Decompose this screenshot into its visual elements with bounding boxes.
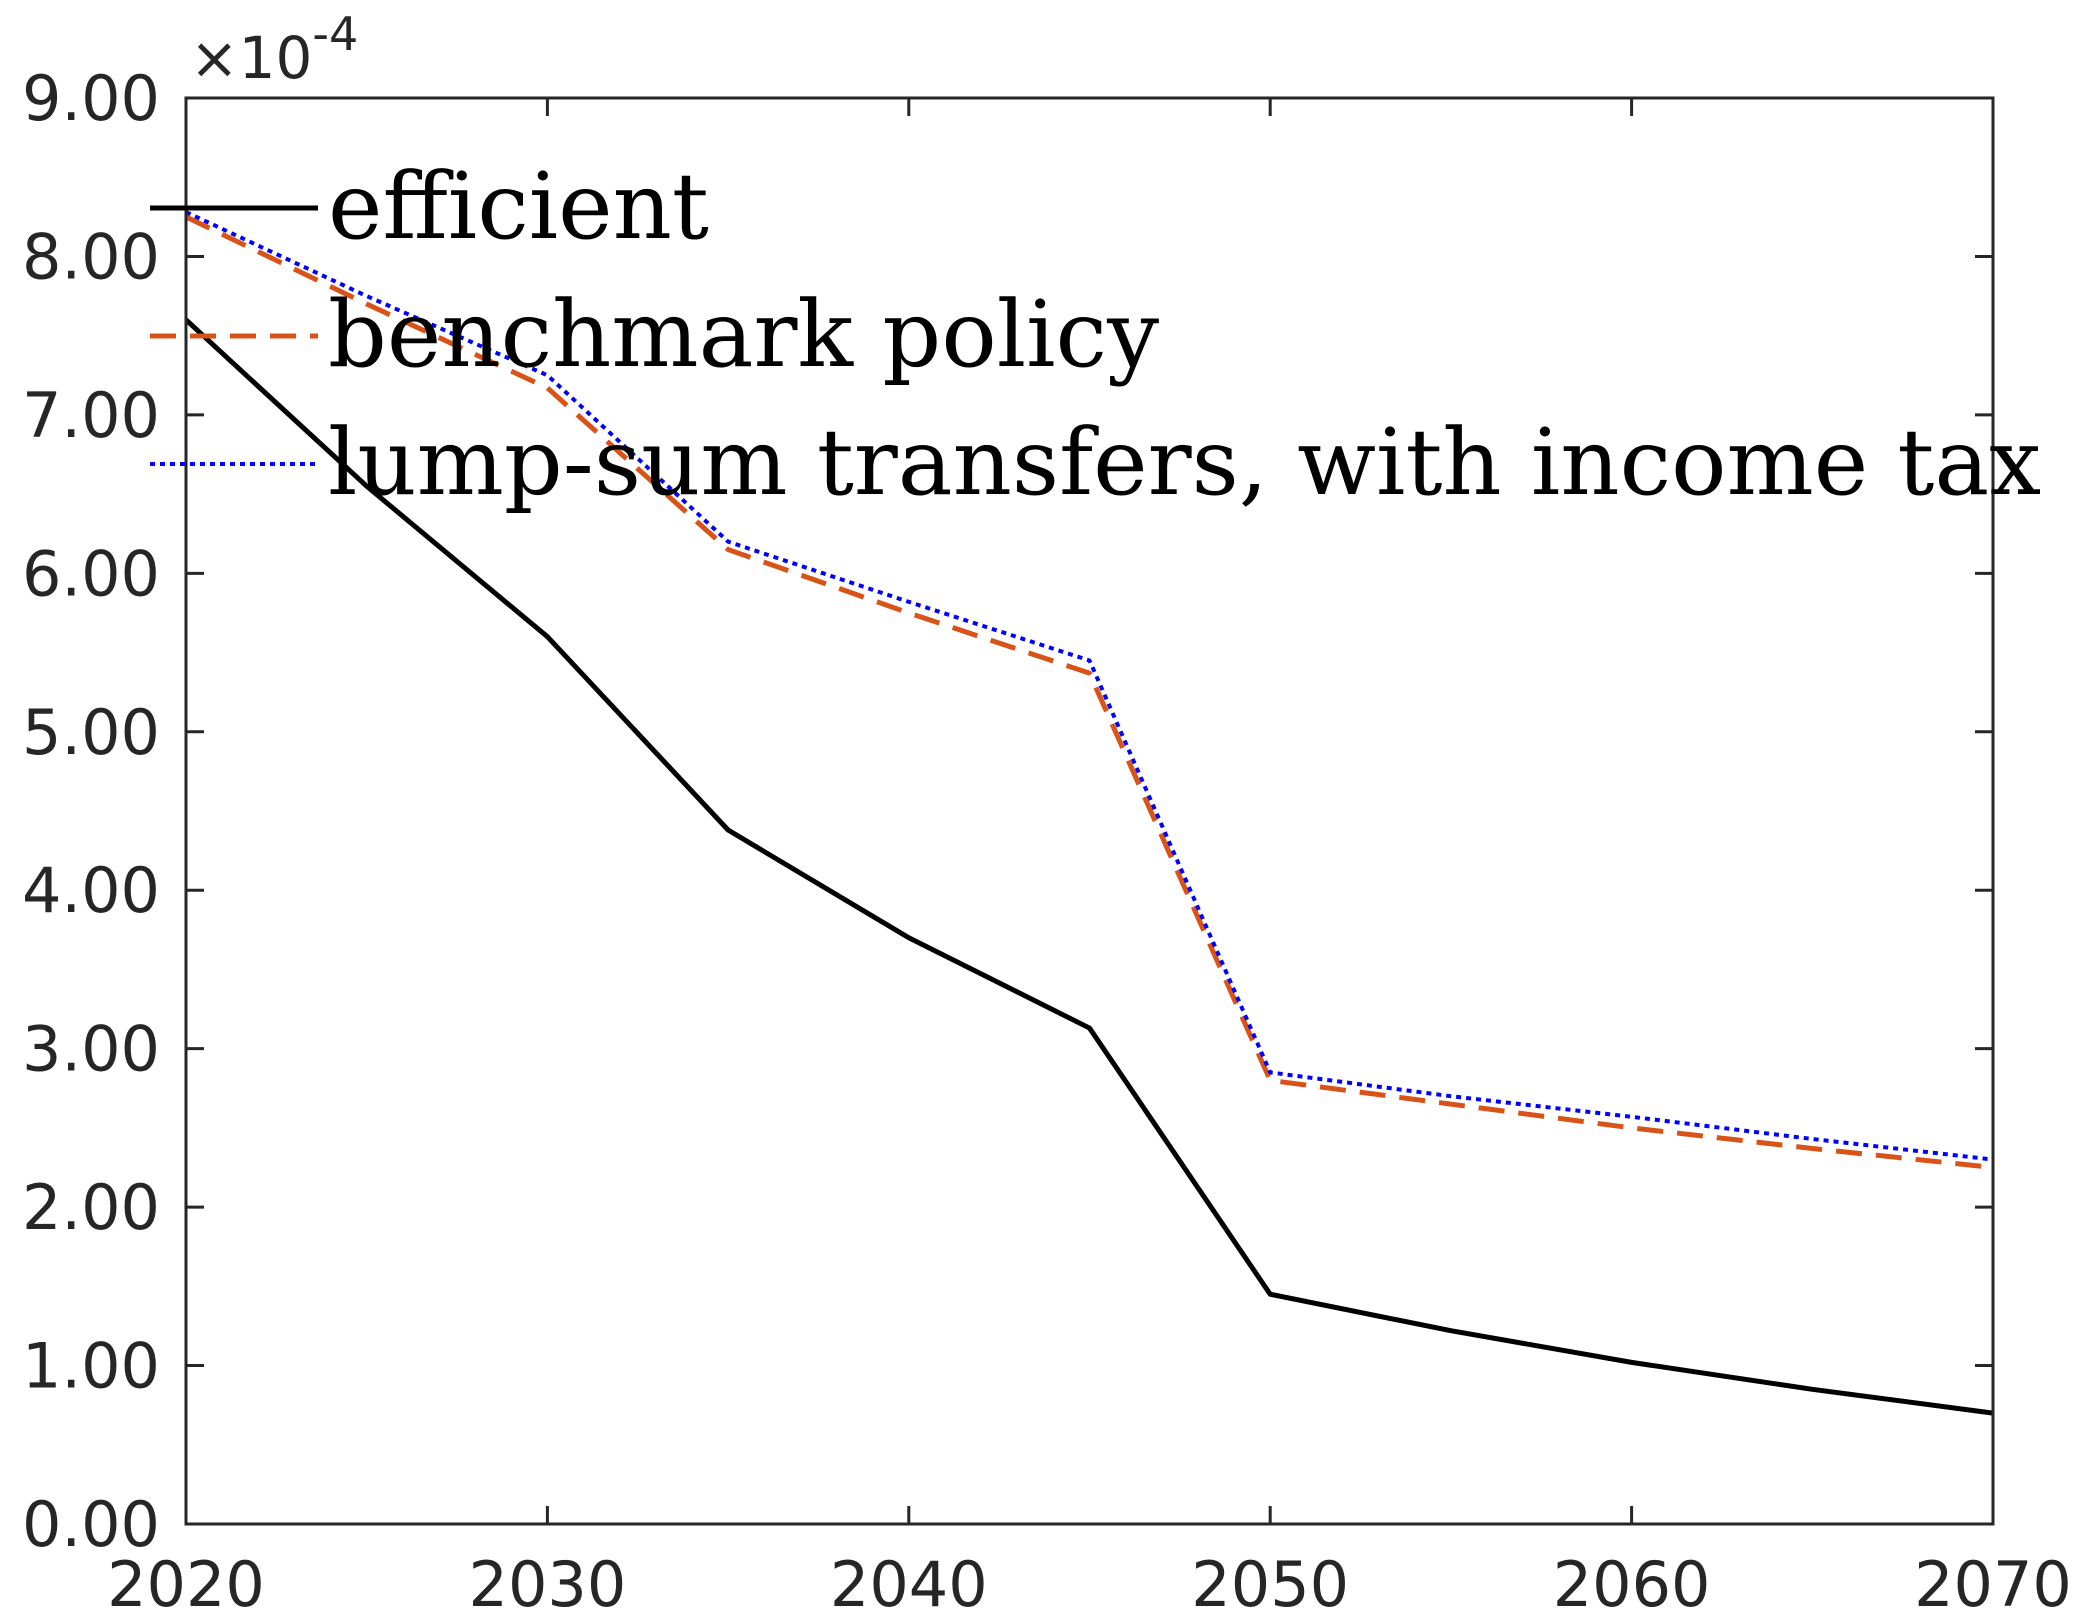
y-tick-label-3: 3.00 — [22, 1013, 160, 1086]
y-tick-label-0: 0.00 — [22, 1488, 160, 1561]
series-line-1 — [184, 214, 1994, 1170]
y-tick-label-8: 8.00 — [22, 220, 160, 293]
legend-label-1: benchmark policy — [328, 281, 1159, 388]
series-line-2 — [185, 210, 1994, 1162]
x-tick-labels: 2020 2030 2040 2050 2060 2070 — [107, 1548, 2072, 1621]
y-tick-label-5: 5.00 — [22, 696, 160, 769]
x-tick-label-1: 2030 — [469, 1548, 627, 1621]
x-tick-label-5: 2070 — [1914, 1548, 2072, 1621]
tick-layer — [184, 96, 1995, 1526]
y-exponent-power: -4 — [312, 7, 358, 61]
series-line-0 — [184, 317, 1994, 1416]
x-tick-label-4: 2060 — [1553, 1548, 1711, 1621]
x-tick-label-3: 2050 — [1191, 1548, 1349, 1621]
y-exponent-base: ×10 — [190, 24, 312, 92]
y-tick-label-9: 9.00 — [22, 62, 160, 135]
series-layer — [184, 210, 1994, 1416]
plot-frame — [184, 96, 1995, 1526]
y-axis-exponent: ×10-4 — [190, 7, 358, 92]
legend: efficient benchmark policy lump-sum transf… — [150, 153, 2041, 516]
x-tick-label-2: 2040 — [830, 1548, 988, 1621]
y-tick-label-4: 4.00 — [22, 854, 160, 927]
legend-label-0: efficient — [328, 153, 709, 260]
legend-label-2: lump-sum transfers, with income tax — [328, 409, 2041, 516]
y-tick-labels: 0.00 1.00 2.00 3.00 4.00 5.00 6.00 7.00 8.00 9.00 — [22, 62, 160, 1561]
y-tick-label-1: 1.00 — [22, 1330, 160, 1403]
x-tick-label-0: 2020 — [107, 1548, 265, 1621]
y-tick-label-7: 7.00 — [22, 379, 160, 452]
y-tick-label-6: 6.00 — [22, 537, 160, 610]
y-tick-label-2: 2.00 — [22, 1171, 160, 1244]
